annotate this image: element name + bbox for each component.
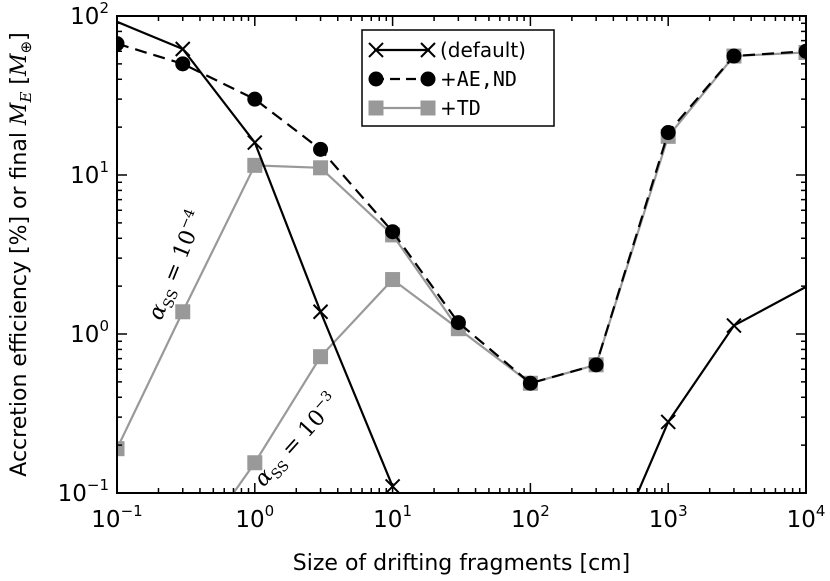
series-1-point [450, 315, 466, 331]
legend-entry: +AE,ND [368, 67, 517, 91]
series-1-point [522, 375, 538, 391]
series-0-markers [175, 41, 742, 493]
series-0-segment-1 [636, 285, 806, 493]
x-tick-label: 10−1 [91, 502, 142, 533]
legend-entry: (default) [368, 38, 526, 62]
legend-marker [368, 100, 384, 116]
x-axis-label: Size of drifting fragments [cm] [293, 551, 630, 576]
series-1-point [385, 224, 401, 240]
legend: (default) +AE,ND +TD [361, 29, 555, 127]
series-1-line [117, 42, 806, 385]
plot-frame [116, 15, 807, 494]
legend-label: +TD [440, 96, 481, 120]
series-2-point [247, 157, 263, 173]
x-tick-label: 103 [649, 502, 688, 533]
series-2-point [175, 304, 191, 320]
series-layer [117, 20, 806, 493]
series-1-markers [117, 36, 806, 391]
y-axis-label: Accretion efficiency [%] or final ME [M⊕… [7, 32, 35, 476]
alpha-ss-annotation: αSS = 10−3 [247, 388, 347, 494]
legend-marker [368, 42, 384, 58]
y-tick-label: 10−1 [58, 476, 109, 507]
series-1-point [726, 48, 742, 64]
series-2-segment-1 [232, 278, 460, 493]
series-2-point [313, 160, 329, 176]
tick-layer: 10−1 100 101 102 103 104 10−1 100 101 102 [58, 0, 826, 533]
alpha-ss-annotation: αSS = 10−4 [141, 206, 213, 324]
series-1-point [175, 56, 191, 72]
series-1-point [247, 91, 263, 107]
legend-marker [420, 100, 436, 116]
x-tick-label: 104 [787, 502, 826, 533]
series-0-point [312, 304, 329, 320]
series-1-point [660, 125, 676, 141]
legend-marker [368, 71, 384, 87]
series-0-point [175, 41, 191, 57]
y-tick-label: 102 [70, 0, 109, 30]
series-2-point [385, 272, 401, 288]
series-1-segment-0 [117, 42, 806, 385]
legend-entry: +TD [368, 96, 481, 120]
series-0-point [660, 414, 676, 430]
series-0-point [726, 317, 742, 334]
legend-label: +AE,ND [440, 67, 517, 91]
series-0-point [247, 134, 263, 151]
legend-marker [420, 71, 436, 87]
series-1-point [313, 141, 329, 157]
x-tick-label: 102 [511, 502, 550, 533]
series-2-point [247, 455, 263, 471]
series-0-segment-0 [117, 20, 394, 487]
legend-label: (default) [440, 38, 526, 62]
series-2-point [117, 441, 125, 457]
y-tick-label: 100 [70, 317, 109, 348]
x-tick-label: 100 [235, 502, 274, 533]
x-tick-label: 101 [373, 502, 412, 533]
legend-marker [420, 42, 436, 58]
series-2-point [313, 349, 329, 365]
y-tick-label: 101 [70, 158, 109, 189]
series-clipped [117, 20, 806, 493]
series-1-point [588, 357, 604, 373]
